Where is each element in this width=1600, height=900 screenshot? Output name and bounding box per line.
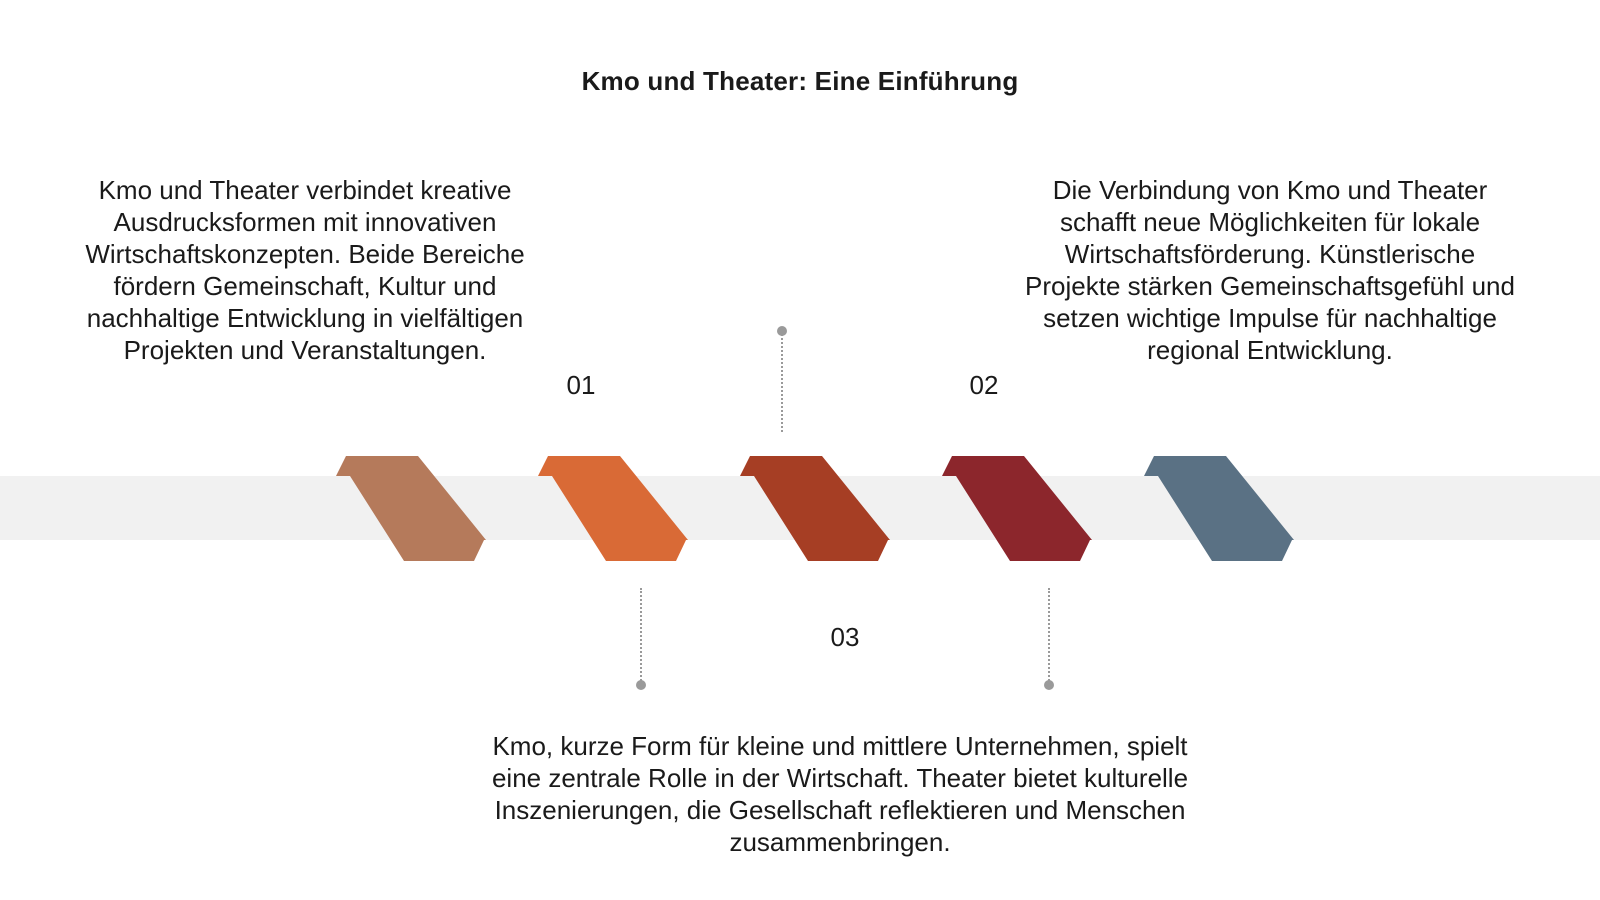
chevron-shape-2 [538, 456, 688, 561]
connector-dot [777, 326, 787, 336]
chevron-shape-3 [740, 456, 890, 561]
step-1-description: Kmo und Theater verbindet kreative Ausdr… [85, 175, 525, 365]
step-3-number: 03 [830, 622, 860, 652]
connector-dot [636, 680, 646, 690]
chevron-shape-1 [336, 456, 486, 561]
connector-dot [1044, 680, 1054, 690]
connector-line [640, 588, 642, 684]
chevron-shape-5 [1144, 456, 1294, 561]
connector-line [1048, 588, 1050, 684]
page-title: Kmo und Theater: Eine Einführung [581, 66, 1019, 96]
step-3-description: Kmo, kurze Form für kleine und mittlere … [491, 731, 1189, 857]
step-2-description: Die Verbindung von Kmo und Theater schaf… [1025, 175, 1515, 365]
chevron-shape-4 [942, 456, 1092, 561]
connector-line [781, 334, 783, 432]
step-2-number: 02 [969, 370, 999, 400]
step-1-number: 01 [566, 370, 596, 400]
